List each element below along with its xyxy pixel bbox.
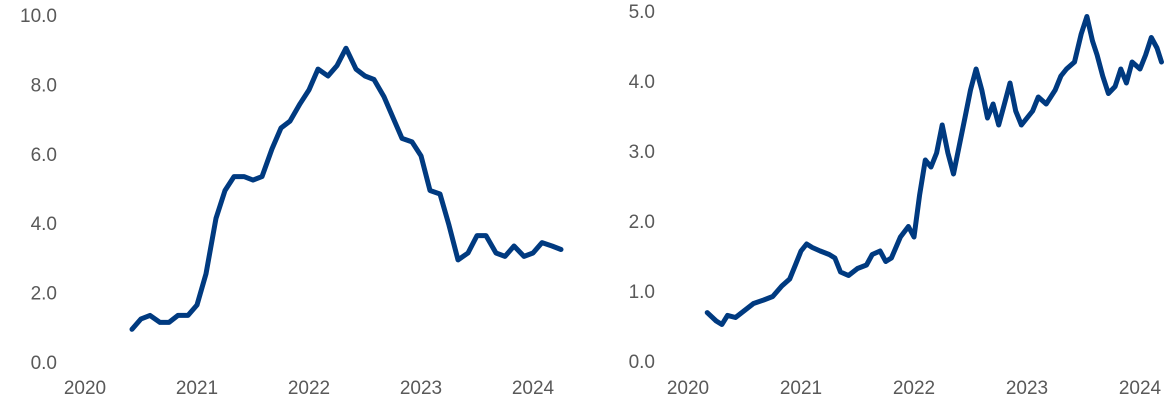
x-tick-label: 2023 [1006,378,1048,399]
y-tick-label: 4.0 [31,214,57,235]
data-line [129,45,564,332]
x-tick-label: 2024 [1119,378,1162,399]
x-tick-label: 2022 [288,378,330,399]
x-tick-label: 2023 [400,378,442,399]
y-tick-label: 0.0 [629,352,655,373]
x-tick-label: 2024 [512,378,555,399]
data-line [704,14,1164,327]
x-tick-label: 2020 [667,378,709,399]
y-tick-label: 10.0 [20,6,57,27]
y-tick-label: 2.0 [629,212,655,233]
y-tick-label: 1.0 [629,282,655,303]
y-tick-label: 3.0 [629,142,655,163]
x-tick-label: 2021 [176,378,218,399]
x-tick-label: 2020 [64,378,106,399]
x-tick-label: 2021 [780,378,822,399]
y-tick-label: 4.0 [629,72,655,93]
y-tick-label: 2.0 [31,284,57,305]
y-tick-label: 6.0 [31,145,57,166]
x-tick-label: 2022 [893,378,935,399]
y-tick-label: 0.0 [31,353,57,374]
y-tick-label: 5.0 [629,2,655,23]
y-tick-label: 8.0 [31,75,57,96]
